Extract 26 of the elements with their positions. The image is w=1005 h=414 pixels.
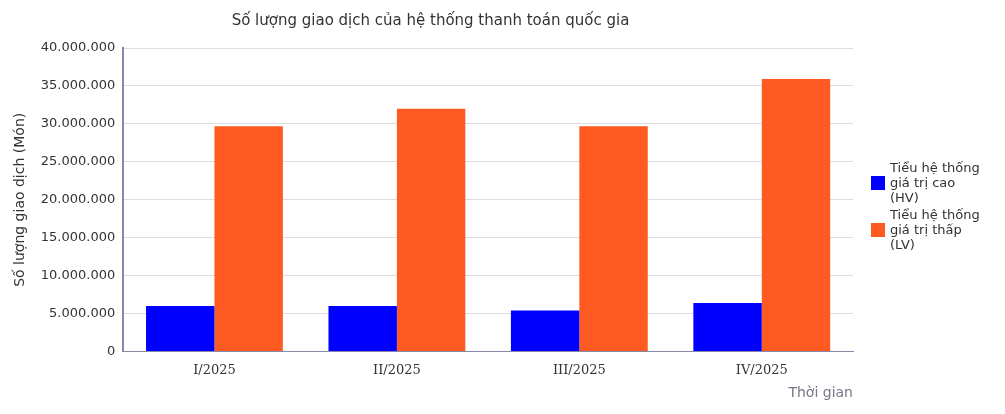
x-tick-label: I/2025	[193, 361, 236, 377]
y-tick-label: 20.000.000	[40, 191, 116, 207]
bar	[510, 310, 580, 352]
y-tick-label: 0	[106, 342, 116, 358]
legend-label: Tiểu hệ thống giá trị thấp (LV)	[890, 207, 981, 252]
y-tick-label: 25.000.000	[40, 153, 116, 169]
chart-title: Số lượng giao dịch của hệ thống thanh toán quốc gia	[231, 10, 630, 29]
y-tick-label: 35.000.000	[40, 77, 116, 93]
bar	[693, 303, 762, 352]
x-tick-label: III/2025	[552, 361, 606, 377]
x-tick-label: II/2025	[373, 361, 421, 377]
bar	[579, 126, 648, 352]
y-tick-label: 5.000.000	[49, 305, 116, 321]
bar	[761, 79, 831, 352]
y-tick-label: 30.000.000	[40, 115, 116, 131]
y-tick-label: 40.000.000	[40, 39, 116, 55]
bar	[146, 306, 215, 352]
y-axis-title: Số lượng giao dịch (Món)	[11, 112, 28, 287]
x-axis-title: Thời gian	[787, 384, 853, 401]
y-tick-label: 15.000.000	[40, 229, 116, 245]
bar	[328, 306, 397, 352]
y-tick-label: 10.000.000	[40, 267, 116, 283]
bar	[396, 108, 466, 352]
legend-label: Tiểu hệ thống giá trị cao (HV)	[890, 160, 981, 205]
x-tick-label: IV/2025	[735, 361, 788, 377]
bar	[214, 126, 283, 352]
